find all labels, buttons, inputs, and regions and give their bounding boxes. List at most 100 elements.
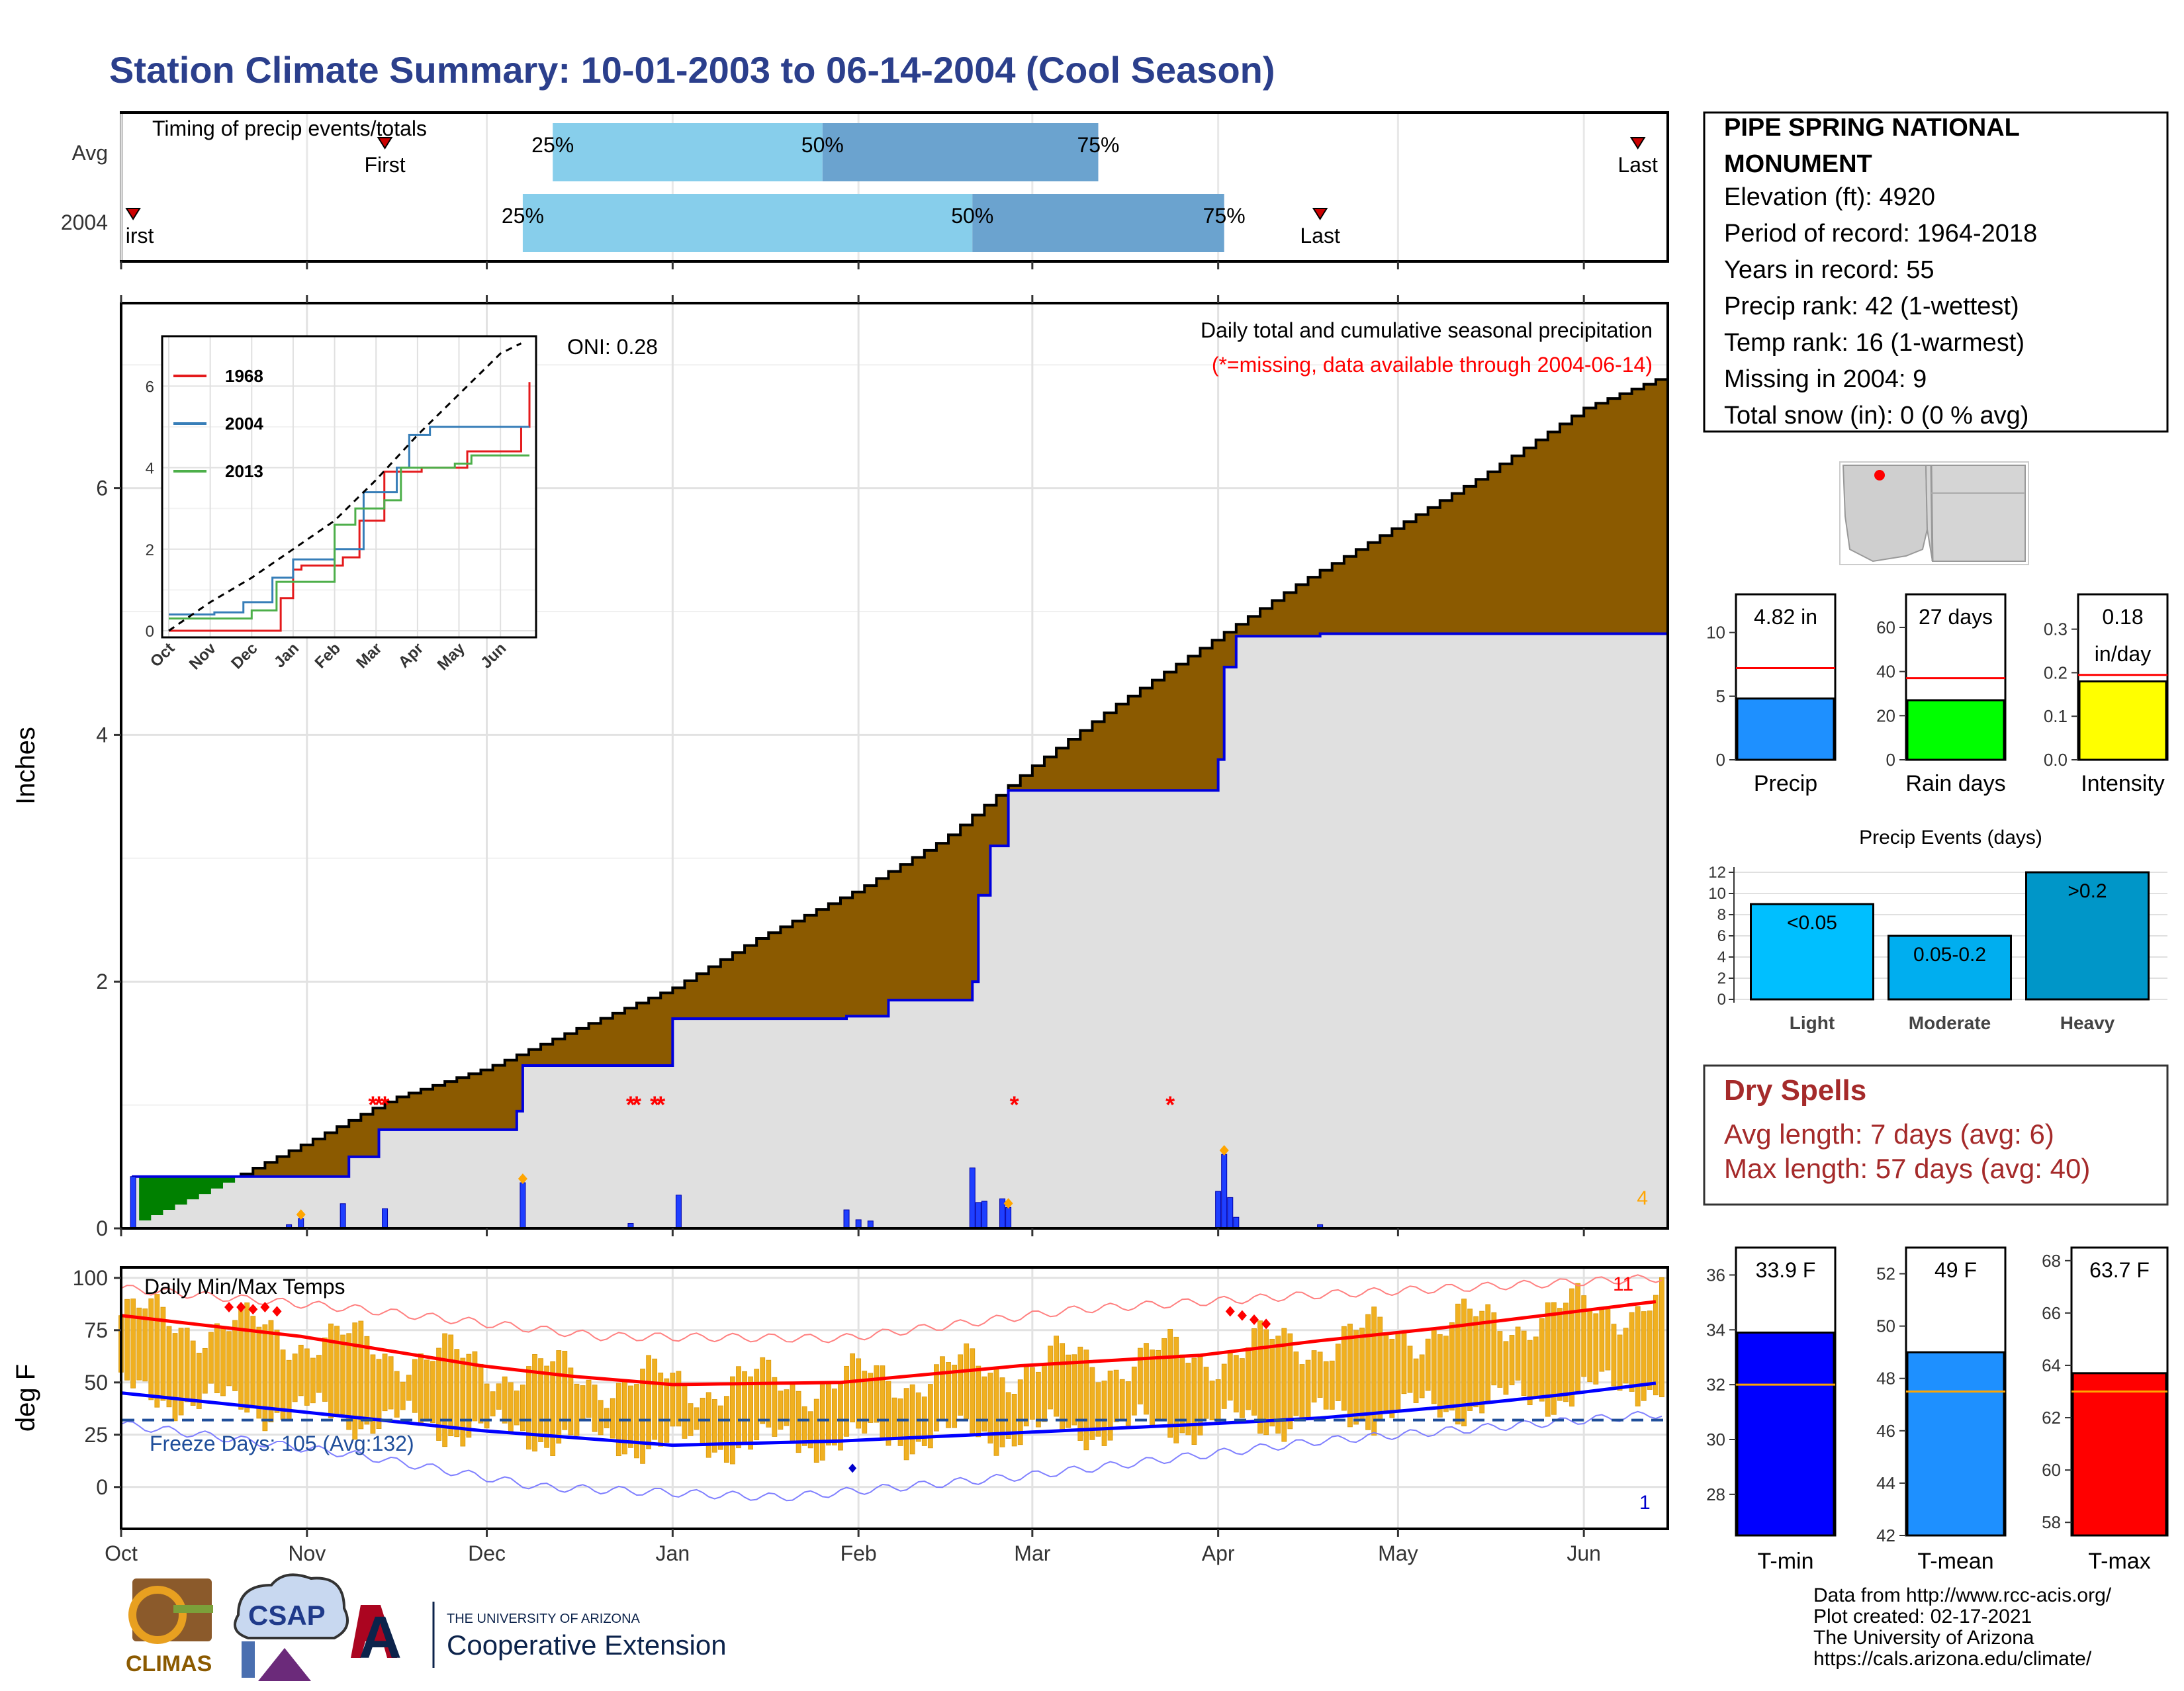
daily-precip-bar	[340, 1203, 346, 1229]
tmax-mini-value: 63.7 F	[2089, 1258, 2150, 1282]
daily-temp-bar	[532, 1354, 537, 1452]
events-category-label: Moderate	[1909, 1013, 1991, 1033]
daily-temp-bar	[1246, 1347, 1251, 1410]
x-tick-label: Nov	[288, 1541, 326, 1565]
daily-temp-bar	[124, 1299, 130, 1381]
station-period: Period of record: 1964-2018	[1724, 220, 2037, 248]
daily-temp-bar	[478, 1363, 484, 1424]
daily-temp-bar	[508, 1382, 514, 1432]
record-high-line	[120, 1274, 1662, 1344]
daily-temp-bar	[1587, 1310, 1593, 1382]
raindays-mini-tick-label: 20	[1876, 706, 1895, 725]
daily-temp-bar	[1287, 1333, 1293, 1430]
daily-temp-bar	[664, 1378, 670, 1443]
timing-title: Timing of precip events/totals	[152, 116, 427, 140]
daily-temp-bar	[418, 1353, 424, 1426]
daily-temp-bar	[1629, 1312, 1635, 1392]
daily-temp-bar	[1144, 1343, 1149, 1415]
daily-temp-bar	[262, 1324, 268, 1432]
daily-temp-bar	[580, 1385, 586, 1422]
daily-temp-bar	[352, 1322, 358, 1440]
daily-temp-bar	[1054, 1336, 1059, 1417]
daily-temp-bar	[1173, 1336, 1179, 1443]
timing-label-avg-p75: 75%	[1077, 133, 1119, 157]
timing-marker-avg-last	[1629, 137, 1646, 150]
event-diamond	[1219, 1145, 1229, 1156]
tmax-mini-tick-label: 68	[2042, 1251, 2061, 1271]
daily-precip-bar	[1227, 1197, 1234, 1229]
tmax-mini-tick-label: 66	[2042, 1303, 2061, 1323]
average-precip-area	[121, 633, 1668, 1228]
daily-temp-bar	[676, 1371, 682, 1427]
daily-temp-bar	[400, 1381, 406, 1410]
daily-precip-bar	[975, 1202, 981, 1229]
daily-temp-bar	[184, 1328, 190, 1402]
daily-temp-bar	[646, 1355, 652, 1449]
daily-temp-bar	[1593, 1313, 1599, 1385]
daily-temp-bar	[981, 1376, 987, 1432]
footer-data-source: Data from http://www.rcc-acis.org/	[1813, 1584, 2112, 1606]
missing-day-marker: *	[381, 1091, 390, 1119]
daily-temp-bar	[1461, 1299, 1467, 1427]
daily-temp-bar	[148, 1298, 154, 1400]
deficit-area	[139, 1176, 289, 1221]
daily-temp-bar	[1119, 1379, 1125, 1420]
daily-temp-bar	[856, 1358, 862, 1429]
daily-temp-bar	[1413, 1358, 1419, 1403]
daily-temp-bar	[424, 1359, 430, 1422]
raindays-mini-tick-label: 60	[1876, 617, 1895, 637]
timing-label-avg-p25: 25%	[531, 133, 574, 157]
intensity-mini-bar	[2078, 680, 2167, 761]
daily-temp-bar	[370, 1354, 376, 1434]
daily-temp-bar	[1161, 1338, 1167, 1420]
tmean-mini-tick-label: 42	[1876, 1526, 1895, 1545]
daily-temp-bar	[862, 1371, 868, 1434]
raindays-mini-value: 27 days	[1919, 605, 1993, 629]
daily-temp-bar	[1263, 1329, 1269, 1436]
daily-temp-bar	[514, 1391, 520, 1426]
intensity-mini-value: in/day	[2095, 642, 2151, 666]
record-high-marker	[224, 1302, 234, 1313]
daily-temp-bar	[1479, 1310, 1485, 1414]
timing-marker-label-avg-last: Last	[1617, 153, 1658, 177]
daily-temp-bar	[1503, 1341, 1509, 1395]
precip-ytick-label: 4	[96, 723, 108, 747]
tmin-mini: 33.9 F 28 30 32 34 36 T-min	[1706, 1246, 1837, 1574]
daily-temp-bar	[364, 1336, 370, 1425]
daily-precip-bar	[298, 1218, 304, 1229]
precip-mini-label: Precip	[1754, 771, 1817, 796]
daily-temp-bar	[993, 1368, 999, 1456]
daily-temp-bar	[568, 1367, 574, 1436]
daily-temp-bar	[1569, 1288, 1574, 1407]
daily-temp-bar	[1233, 1355, 1239, 1413]
daily-temp-bar	[1083, 1349, 1089, 1451]
ua-big: Cooperative Extension	[447, 1629, 727, 1661]
daily-temp-bar	[1467, 1308, 1473, 1411]
precip-ytick-label: 2	[96, 970, 108, 993]
station-name-2: MONUMENT	[1724, 150, 1872, 178]
raindays-mini-bar	[1906, 699, 2005, 761]
daily-temp-bar	[1533, 1336, 1539, 1398]
precip-mini-tick-label: 10	[1706, 623, 1725, 643]
timing-label-y2004-p50: 50%	[951, 204, 993, 228]
daily-temp-bar	[874, 1365, 880, 1423]
tmean-mini-label: T-mean	[1917, 1549, 1993, 1574]
daily-temp-bar	[466, 1353, 472, 1438]
record-high-marker	[236, 1302, 246, 1313]
daily-temp-bar	[244, 1302, 250, 1413]
precip-ytick-label: 6	[96, 477, 108, 500]
daily-temp-bar	[940, 1356, 945, 1421]
daily-temp-bar	[778, 1391, 784, 1430]
daily-temp-bar	[1239, 1358, 1245, 1418]
daily-temp-bar	[520, 1385, 525, 1432]
precip-mini-value: 4.82 in	[1754, 605, 1817, 629]
freeze-days: Freeze Days: 105 (Avg:132)	[150, 1432, 414, 1455]
missing-day-marker: *	[1165, 1091, 1175, 1119]
daily-temp-bar	[472, 1351, 478, 1422]
daily-precip-bar	[981, 1201, 987, 1229]
raindays-mini-tick-label: 0	[1886, 750, 1895, 770]
inset-ytick-label: 6	[146, 378, 154, 396]
daily-temp-bar	[382, 1353, 388, 1412]
events-bar-moderate	[1888, 935, 2012, 1001]
daily-temp-bar	[142, 1308, 148, 1382]
